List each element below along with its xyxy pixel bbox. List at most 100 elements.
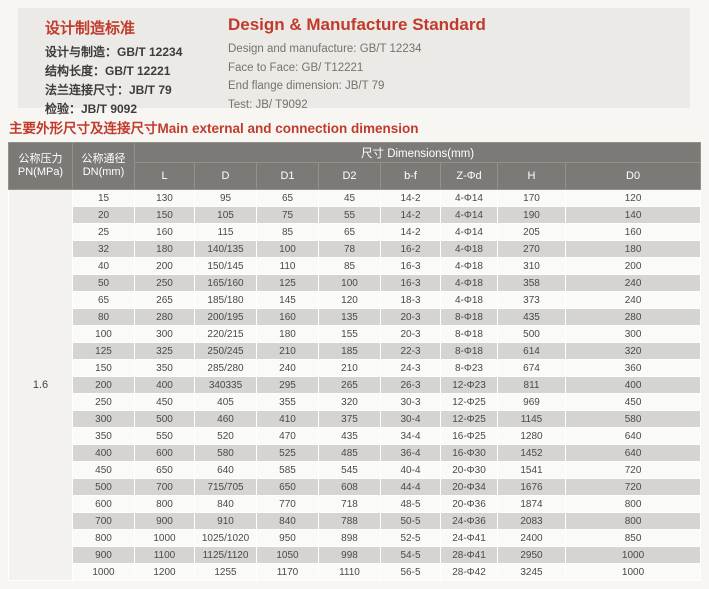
dim-cell: 52-5 xyxy=(380,529,441,547)
header-row-group: 公称压力 PN(MPa) 公称通径 DN(mm) 尺寸 Dimensions(m… xyxy=(8,142,702,190)
table-row: 80 280 200/195 160 135 20-3 8-Φ18 435 280 xyxy=(9,308,702,326)
dim-cell: 16-3 xyxy=(380,257,441,275)
table-row: 400 600 580 525 485 36-4 16-Φ30 1452 640 xyxy=(9,444,702,462)
dim-cell: 4-Φ14 xyxy=(440,206,498,224)
dim-cell: 14-2 xyxy=(380,223,441,241)
section-title: 主要外形尺寸及连接尺寸Main external and connection … xyxy=(9,121,419,136)
dim-cell: 580 xyxy=(564,410,702,428)
dim-cell: 185 xyxy=(318,342,381,360)
dim-cell: 608 xyxy=(318,478,381,496)
dn-cell: 25 xyxy=(72,223,135,241)
dim-cell: 435 xyxy=(318,427,381,445)
dim-cell: 16-Φ30 xyxy=(440,444,498,462)
dim-cell: 800 xyxy=(564,512,702,530)
dim-cell: 75 xyxy=(256,206,319,224)
dim-cell: 120 xyxy=(564,189,702,207)
dim-cell: 4-Φ14 xyxy=(440,223,498,241)
dim-cell: 910 xyxy=(194,512,257,530)
dim-cell: 1100 xyxy=(134,546,195,564)
dn-cell: 700 xyxy=(72,512,135,530)
table-row: 65 265 185/180 145 120 18-3 4-Φ18 373 240 xyxy=(9,291,702,309)
dim-cell: 12-Φ25 xyxy=(440,393,498,411)
dim-cell: 285/280 xyxy=(194,359,257,377)
dim-cell: 65 xyxy=(318,223,381,241)
dn-cell: 1000 xyxy=(72,563,135,581)
dim-cell: 265 xyxy=(134,291,195,309)
dim-cell: 320 xyxy=(318,393,381,411)
standards-en-item: End flange dimension: JB/T 79 xyxy=(228,80,385,92)
dim-cell: 240 xyxy=(564,274,702,292)
dim-cell: 2400 xyxy=(497,529,566,547)
dim-cell: 20-Φ34 xyxy=(440,478,498,496)
dim-cell: 115 xyxy=(194,223,257,241)
table-row: 600 800 840 770 718 48-5 20-Φ36 1874 800 xyxy=(9,495,702,513)
header-pn-cn: 公称压力 xyxy=(18,153,63,165)
header-pn: 公称压力 PN(MPa) xyxy=(8,142,73,190)
dim-cell: 135 xyxy=(318,308,381,326)
dim-cell: 160 xyxy=(256,308,319,326)
dim-cell: 24-Φ41 xyxy=(440,529,498,547)
dim-cell: 1874 xyxy=(497,495,566,513)
dim-cell: 14-2 xyxy=(380,206,441,224)
dim-cell: 8-Φ18 xyxy=(440,325,498,343)
dim-cell: 220/215 xyxy=(194,325,257,343)
dim-cell: 18-3 xyxy=(380,291,441,309)
dim-cell: 16-3 xyxy=(380,274,441,292)
dim-cell: 14-2 xyxy=(380,189,441,207)
dim-cell: 1000 xyxy=(564,563,702,581)
dim-cell: 550 xyxy=(134,427,195,445)
dim-cell: 435 xyxy=(497,308,566,326)
dn-cell: 200 xyxy=(72,376,135,394)
dim-cell: 30-3 xyxy=(380,393,441,411)
dim-cell: 44-4 xyxy=(380,478,441,496)
dim-cell: 26-3 xyxy=(380,376,441,394)
standards-en-item: Test: JB/ T9092 xyxy=(228,98,308,111)
dim-cell: 1280 xyxy=(497,427,566,445)
table-row: 800 1000 1025/1020 950 898 52-5 24-Φ41 2400 850 xyxy=(9,529,702,547)
dim-cell: 1025/1020 xyxy=(194,529,257,547)
dim-cell: 898 xyxy=(318,529,381,547)
dim-cell: 1255 xyxy=(194,563,257,581)
dn-cell: 900 xyxy=(72,546,135,564)
dn-cell: 80 xyxy=(72,308,135,326)
dn-cell: 400 xyxy=(72,444,135,462)
dim-cell: 4-Φ18 xyxy=(440,291,498,309)
dim-cell: 140/135 xyxy=(194,240,257,258)
dim-cell: 360 xyxy=(564,359,702,377)
dim-cell: 300 xyxy=(564,325,702,343)
dim-cell: 24-Φ36 xyxy=(440,512,498,530)
dim-cell: 28-Φ41 xyxy=(440,546,498,564)
dn-cell: 250 xyxy=(72,393,135,411)
dim-cell: 145 xyxy=(256,291,319,309)
dim-cell: 700 xyxy=(134,478,195,496)
dim-cell: 350 xyxy=(134,359,195,377)
dim-cell: 125 xyxy=(256,274,319,292)
dim-cell: 450 xyxy=(134,393,195,411)
dim-cell: 500 xyxy=(497,325,566,343)
dim-cell: 811 xyxy=(497,376,566,394)
dim-cell: 48-5 xyxy=(380,495,441,513)
dim-cell: 130 xyxy=(134,189,195,207)
dim-cell: 100 xyxy=(318,274,381,292)
dim-cell: 28-Φ42 xyxy=(440,563,498,581)
header-col-D: D xyxy=(194,162,257,190)
dim-cell: 280 xyxy=(564,308,702,326)
dim-cell: 12-Φ23 xyxy=(440,376,498,394)
dim-cell: 950 xyxy=(256,529,319,547)
dim-cell: 405 xyxy=(194,393,257,411)
dim-cell: 800 xyxy=(134,495,195,513)
dim-cell: 36-4 xyxy=(380,444,441,462)
dim-cell: 78 xyxy=(318,240,381,258)
dim-cell: 3245 xyxy=(497,563,566,581)
dim-cell: 200 xyxy=(564,257,702,275)
dn-cell: 450 xyxy=(72,461,135,479)
header-col-H: H xyxy=(497,162,566,190)
dim-cell: 295 xyxy=(256,376,319,394)
dn-cell: 300 xyxy=(72,410,135,428)
dim-cell: 120 xyxy=(318,291,381,309)
dim-cell: 400 xyxy=(564,376,702,394)
table-row: 250 450 405 355 320 30-3 12-Φ25 969 450 xyxy=(9,393,702,411)
dim-cell: 1000 xyxy=(564,546,702,564)
dn-cell: 20 xyxy=(72,206,135,224)
dn-cell: 350 xyxy=(72,427,135,445)
